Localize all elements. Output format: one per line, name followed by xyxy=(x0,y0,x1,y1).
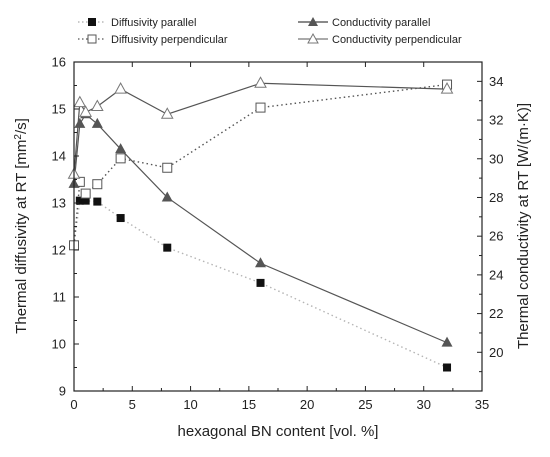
legend-item-diffusivity-perpendicular: Diffusivity perpendicular xyxy=(78,34,228,46)
plot-frame xyxy=(73,61,483,392)
point-diffusivity-parallel xyxy=(163,243,172,252)
point-conductivity-perpendicular xyxy=(160,107,174,119)
y-left-tick-label: 14 xyxy=(52,149,66,164)
point-diffusivity-parallel xyxy=(443,363,452,372)
y-left-tick-label: 12 xyxy=(52,243,66,258)
legend-item-diffusivity-parallel: Diffusivity parallel xyxy=(78,17,196,29)
y-right-tick-label: 30 xyxy=(489,151,503,166)
point-conductivity-parallel xyxy=(115,143,127,154)
y-left-tick-label: 10 xyxy=(52,337,66,352)
x-tick-label: 25 xyxy=(358,397,372,412)
y-right-tick-label: 26 xyxy=(489,229,503,244)
y-right-tick-label: 24 xyxy=(489,267,503,282)
series-line-conductivity-parallel xyxy=(73,113,448,344)
y-left-tick-label: 9 xyxy=(59,384,66,399)
point-conductivity-parallel xyxy=(74,117,86,128)
series-line-diffusivity-perpendicular xyxy=(73,83,448,246)
y-right-tick-label: 22 xyxy=(489,306,503,321)
series-lines xyxy=(73,82,448,369)
y-right-tick-label: 32 xyxy=(489,113,503,128)
y-left-tick-label: 11 xyxy=(53,290,67,305)
legend-label-diffusivity-parallel: Diffusivity parallel xyxy=(111,17,196,29)
axis-ticks xyxy=(73,61,483,392)
x-tick-label: 0 xyxy=(70,397,77,412)
point-diffusivity-parallel xyxy=(75,196,84,205)
point-diffusivity-perpendicular xyxy=(255,102,266,113)
legend-label-conductivity-parallel: Conductivity parallel xyxy=(332,17,430,29)
x-tick-label: 20 xyxy=(300,397,314,412)
point-conductivity-perpendicular xyxy=(90,99,104,112)
legend-item-conductivity-parallel: Conductivity parallel xyxy=(298,17,430,29)
point-diffusivity-parallel xyxy=(116,214,125,223)
x-tick-label: 35 xyxy=(475,397,489,412)
point-diffusivity-parallel xyxy=(81,196,90,205)
legend-label-diffusivity-perpendicular: Diffusivity perpendicular xyxy=(111,34,228,46)
y-right-tick-label: 28 xyxy=(489,190,503,205)
y-left-tick-label: 13 xyxy=(52,196,66,211)
right-axis-title: Thermal conductivity at RT [W/(m·K)] xyxy=(515,103,532,349)
legend: Diffusivity parallel Diffusivity perpend… xyxy=(78,17,462,46)
point-conductivity-parallel xyxy=(441,336,453,347)
legend-label-conductivity-perpendicular: Conductivity perpendicular xyxy=(332,34,462,46)
left-axis-title: Thermal diffusivity at RT [mm2/s] xyxy=(13,118,31,334)
point-diffusivity-perpendicular xyxy=(162,162,173,173)
series-markers xyxy=(67,76,454,372)
point-conductivity-perpendicular xyxy=(73,95,87,108)
point-conductivity-parallel xyxy=(255,257,267,268)
point-conductivity-perpendicular xyxy=(114,82,127,94)
point-conductivity-parallel xyxy=(91,117,103,128)
point-conductivity-perpendicular xyxy=(440,82,454,94)
point-diffusivity-perpendicular xyxy=(115,153,126,164)
point-conductivity-parallel xyxy=(161,191,173,202)
x-tick-label: 15 xyxy=(242,397,256,412)
tick-labels: 0 5 10 15 20 25 30 35 9 10 11 12 13 14 15 16 20 22 24 26 28 3… xyxy=(52,55,504,413)
y-right-tick-label: 20 xyxy=(489,345,503,360)
x-tick-label: 10 xyxy=(183,397,197,412)
y-left-tick-label: 16 xyxy=(52,55,66,70)
point-diffusivity-parallel xyxy=(256,278,265,287)
point-conductivity-perpendicular xyxy=(254,76,267,88)
point-diffusivity-perpendicular xyxy=(92,179,103,190)
x-axis-title: hexagonal BN content [vol. %] xyxy=(178,423,379,440)
y-right-tick-label: 34 xyxy=(489,74,503,89)
point-diffusivity-perpendicular xyxy=(80,188,91,199)
point-diffusivity-parallel xyxy=(93,197,102,206)
legend-item-conductivity-perpendicular: Conductivity perpendicular xyxy=(298,32,462,46)
y-left-tick-label: 15 xyxy=(52,102,66,117)
point-conductivity-perpendicular xyxy=(79,105,93,117)
x-tick-label: 5 xyxy=(129,397,136,412)
x-tick-label: 30 xyxy=(416,397,430,412)
